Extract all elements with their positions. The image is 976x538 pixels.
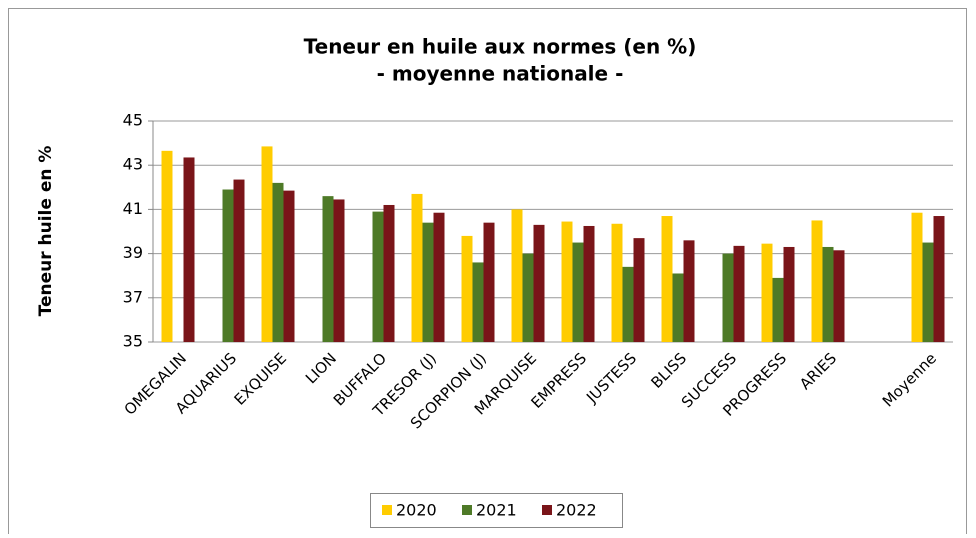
y-tick-label: 45: [123, 111, 143, 130]
bar: [272, 182, 284, 342]
bar: [283, 190, 295, 342]
bar: [322, 196, 334, 342]
y-tick-label: 39: [123, 243, 143, 262]
legend-label: 2021: [476, 501, 517, 520]
bar: [833, 250, 845, 342]
bar: [822, 246, 834, 342]
bar: [483, 222, 495, 342]
bar: [183, 157, 195, 342]
bar: [522, 253, 534, 342]
bar: [722, 253, 734, 342]
bar: [783, 246, 795, 342]
bar: [533, 224, 545, 342]
bar: [911, 212, 923, 342]
bar: [233, 179, 245, 342]
bar: [422, 222, 434, 342]
y-tick-label: 43: [123, 155, 143, 174]
legend-swatch: [542, 505, 552, 515]
bar: [333, 199, 345, 342]
legend-swatch: [462, 505, 472, 515]
bar: [683, 240, 695, 342]
bar: [411, 193, 423, 342]
legend-box: [370, 493, 623, 528]
bar: [561, 221, 573, 342]
bar: [633, 238, 645, 342]
bar: [661, 216, 673, 342]
legend-label: 2020: [396, 501, 437, 520]
legend-label: 2022: [556, 501, 597, 520]
bar: [511, 209, 523, 342]
bar: [672, 273, 684, 342]
chart-subtitle: - moyenne nationale -: [377, 62, 624, 86]
bar: [611, 223, 623, 342]
y-tick-label: 41: [123, 199, 143, 218]
y-tick-label: 35: [123, 332, 143, 351]
bar: [811, 220, 823, 342]
bar: [372, 211, 384, 342]
bar: [472, 262, 484, 342]
bar: [933, 216, 945, 342]
y-tick-label: 37: [123, 287, 143, 306]
bar: [461, 235, 473, 342]
y-axis-label: Teneur huile en %: [36, 146, 56, 317]
bar: [922, 242, 934, 342]
chart-title: Teneur en huile aux normes (en %): [304, 35, 697, 59]
bar: [622, 266, 634, 342]
bar: [583, 225, 595, 342]
bar: [761, 243, 773, 342]
bar: [772, 277, 784, 342]
bar: [383, 204, 395, 342]
bar: [572, 242, 584, 342]
bar: [733, 245, 745, 342]
legend-swatch: [382, 505, 392, 515]
bar: [433, 212, 445, 342]
bar: [161, 150, 173, 342]
bar: [222, 189, 234, 342]
bar: [261, 146, 273, 342]
